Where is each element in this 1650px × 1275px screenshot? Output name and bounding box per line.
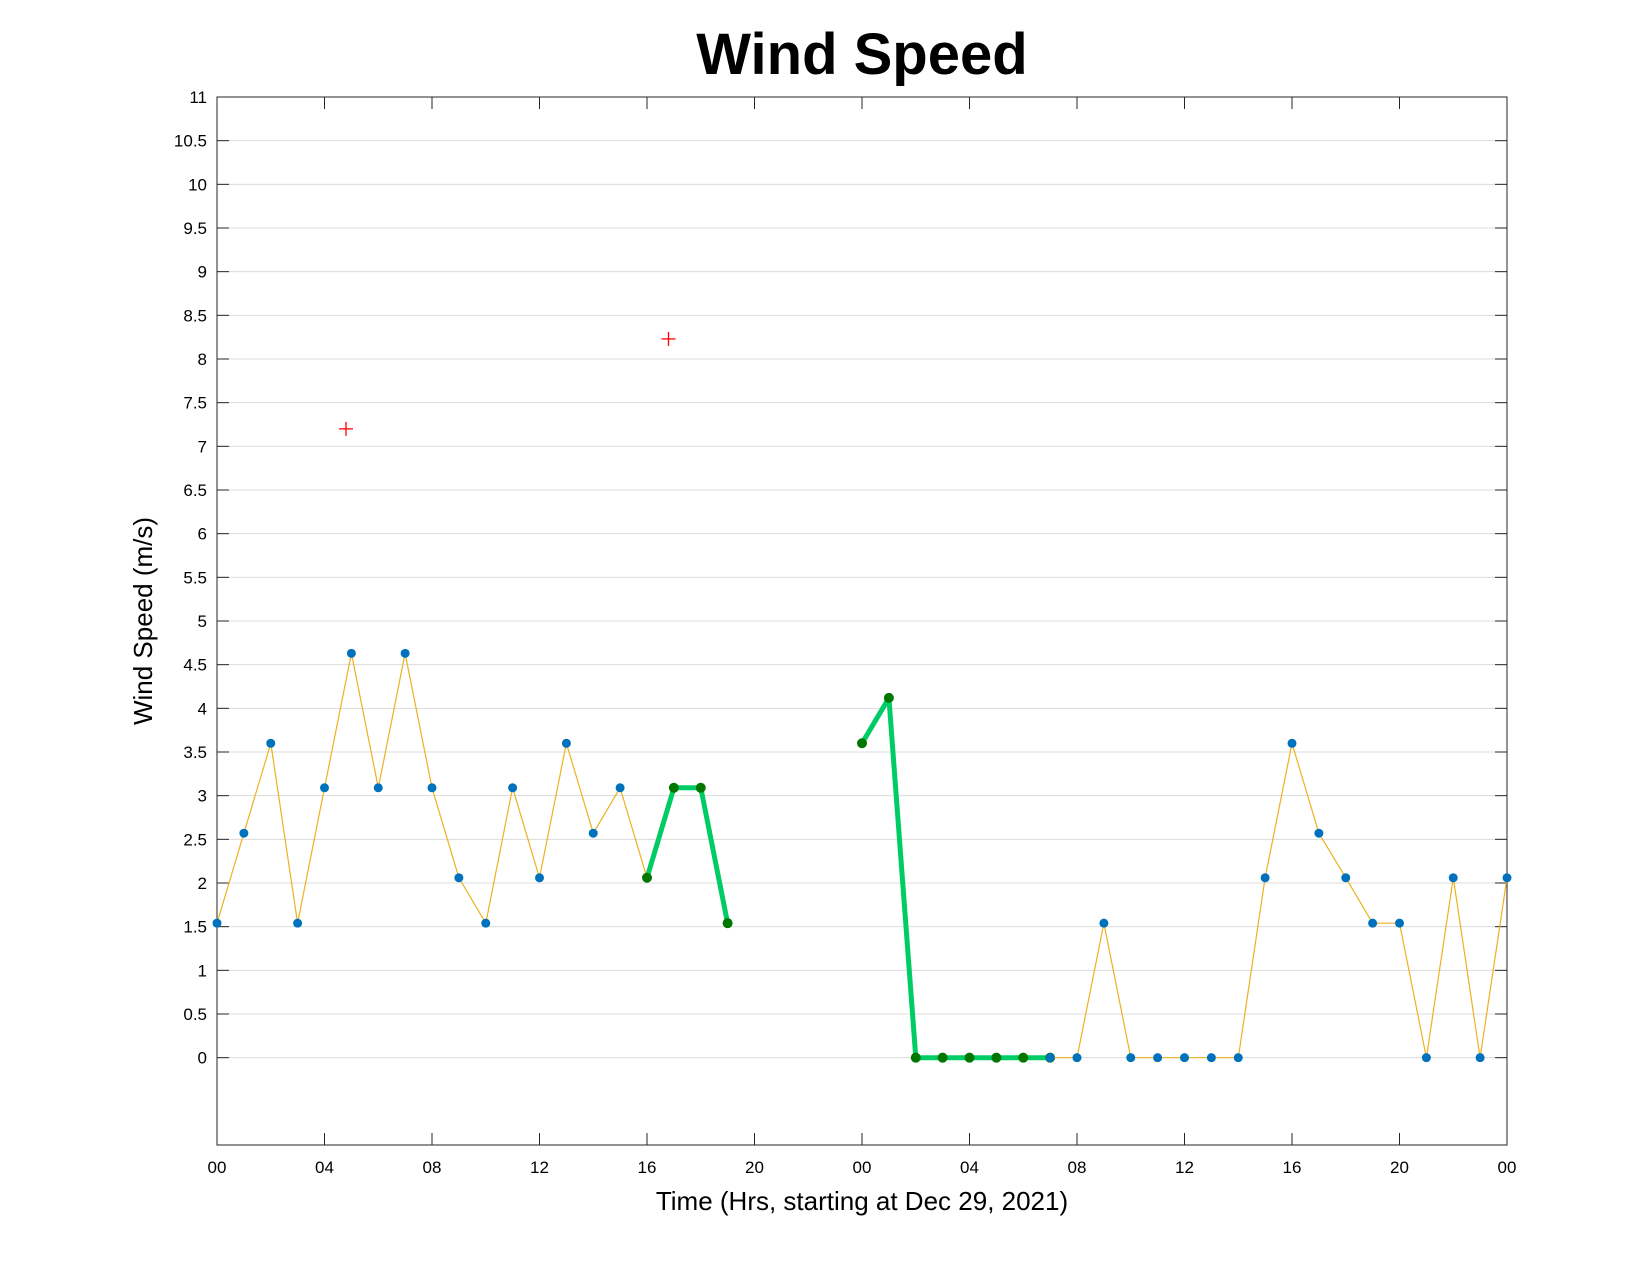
- y-tick-label: 0: [198, 1049, 207, 1068]
- y-tick-label: 11: [189, 88, 207, 107]
- x-tick-label: 00: [1498, 1158, 1517, 1177]
- data-point: [642, 872, 652, 883]
- data-point: [883, 692, 894, 703]
- outlier-marker: [661, 331, 676, 346]
- y-tick-label: 5.5: [183, 568, 207, 587]
- y-tick-label: 1: [198, 961, 207, 980]
- y-axis-label: Wind Speed (m/s): [128, 517, 158, 725]
- axis-ticks: [216, 96, 1508, 1145]
- x-tick-label: 00: [208, 1158, 227, 1177]
- data-point: [1099, 918, 1109, 928]
- series-line: [1049, 742, 1508, 1059]
- y-tick-label: 4.5: [183, 656, 207, 675]
- data-point: [454, 873, 464, 883]
- data-point: [266, 738, 276, 748]
- y-tick-label: 5: [198, 612, 207, 631]
- data-point: [588, 828, 598, 838]
- data-point: [615, 783, 625, 793]
- data-point: [964, 1052, 975, 1063]
- y-tick-label: 4: [198, 699, 207, 718]
- x-tick-label: 00: [853, 1158, 872, 1177]
- data-point: [293, 918, 303, 928]
- x-tick-label: 04: [960, 1158, 979, 1177]
- data-point: [991, 1052, 1002, 1063]
- data-point: [373, 783, 383, 793]
- data-point: [1045, 1053, 1055, 1063]
- data-point: [1126, 1053, 1136, 1063]
- data-point: [508, 783, 518, 793]
- data-point: [1448, 873, 1458, 883]
- y-tick-label: 2.5: [183, 830, 207, 849]
- data-point: [481, 918, 491, 928]
- data-point: [320, 783, 329, 793]
- y-tick-label: 8: [198, 350, 207, 369]
- data-point: [1502, 873, 1512, 883]
- data-point: [857, 738, 867, 749]
- y-tick-label: 6.5: [183, 481, 207, 500]
- data-series: [212, 648, 1512, 1063]
- y-tick-label: 7: [198, 437, 207, 456]
- data-point: [668, 782, 679, 793]
- y-tick-label: 8.5: [183, 306, 207, 325]
- data-point: [910, 1052, 921, 1063]
- x-tick-label: 08: [1068, 1158, 1087, 1177]
- data-point: [1395, 918, 1404, 928]
- data-point: [1421, 1053, 1431, 1063]
- data-point: [1341, 873, 1351, 883]
- outlier-marker: [339, 421, 353, 436]
- data-point: [1475, 1053, 1485, 1063]
- x-tick-label: 12: [1175, 1158, 1194, 1177]
- data-point: [1314, 828, 1324, 838]
- x-tick-label: 20: [1390, 1158, 1409, 1177]
- x-tick-label: 08: [423, 1158, 442, 1177]
- data-point: [212, 918, 222, 928]
- y-tick-labels: 0 0.5 1 1.5 2 2.5 3 3.5 4 4.5 5 5.5 6 6.5 7 7.5 8 8.5 9 9.5…: [174, 88, 207, 1068]
- data-point: [400, 648, 410, 658]
- x-tick-label: 20: [745, 1158, 764, 1177]
- series-4: [1045, 738, 1512, 1063]
- x-tick-label: 04: [315, 1158, 334, 1177]
- data-point: [1368, 918, 1378, 928]
- x-tick-labels: 00 04 08 12 16 20 00 04 08 12 16 20 00: [208, 1158, 1517, 1177]
- data-point: [535, 873, 544, 883]
- series-3: [857, 692, 1056, 1063]
- data-point: [1018, 1052, 1029, 1063]
- data-point: [427, 783, 437, 793]
- outlier-markers: [339, 331, 676, 436]
- data-point: [722, 918, 733, 929]
- data-point: [239, 828, 249, 838]
- data-point: [1072, 1053, 1082, 1063]
- y-tick-label: 2: [198, 874, 207, 893]
- y-tick-label: 10.5: [174, 132, 207, 151]
- series-line: [644, 785, 731, 926]
- y-tick-label: 9.5: [183, 219, 207, 238]
- series-2: [642, 782, 733, 929]
- x-axis-label: Time (Hrs, starting at Dec 29, 2021): [656, 1186, 1068, 1216]
- data-point: [1287, 738, 1297, 748]
- data-point: [1260, 873, 1270, 883]
- y-tick-label: 7.5: [183, 394, 207, 413]
- y-tick-label: 6: [198, 525, 207, 544]
- y-tick-label: 3: [198, 787, 207, 806]
- data-point: [1180, 1053, 1189, 1063]
- x-tick-label: 16: [1283, 1158, 1302, 1177]
- data-point: [937, 1052, 948, 1063]
- chart-title: Wind Speed: [696, 22, 1027, 87]
- data-point: [1206, 1053, 1216, 1063]
- y-tick-label: 3.5: [183, 743, 207, 762]
- data-point: [1233, 1053, 1243, 1063]
- y-tick-label: 9: [198, 263, 207, 282]
- data-point: [346, 648, 356, 658]
- data-point: [1153, 1053, 1163, 1063]
- y-tick-label: 0.5: [183, 1005, 207, 1024]
- x-tick-label: 12: [530, 1158, 549, 1177]
- y-tick-label: 1.5: [183, 918, 207, 937]
- data-point: [561, 738, 571, 748]
- x-tick-label: 16: [638, 1158, 657, 1177]
- data-point: [695, 782, 706, 793]
- y-tick-label: 10: [188, 175, 207, 194]
